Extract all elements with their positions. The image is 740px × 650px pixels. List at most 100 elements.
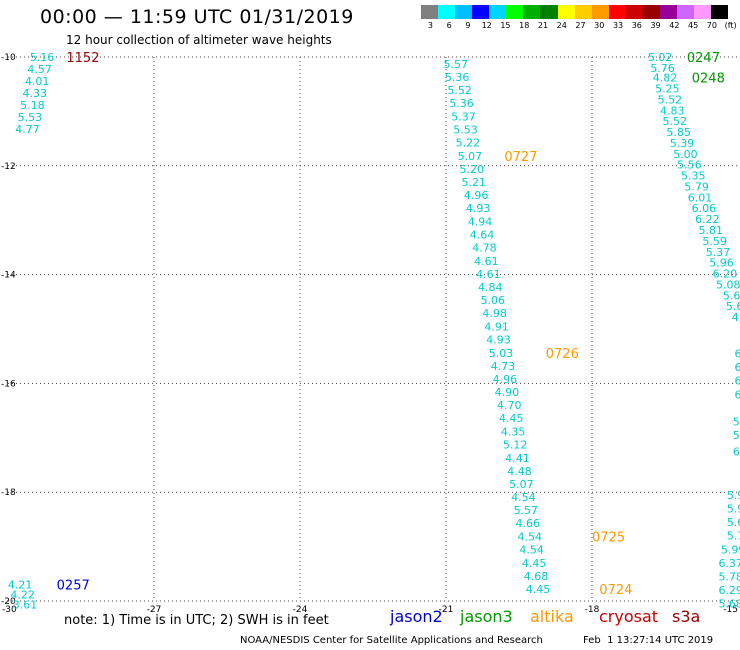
wave-height-value: 4.54 (511, 491, 536, 504)
wave-height-value: 5.56 (677, 159, 702, 172)
wave-height-value: 5.35 (681, 170, 706, 183)
wave-height-value: 5.36 (445, 71, 470, 84)
color-scale-bar (421, 5, 729, 19)
wave-height-value: 4.96 (493, 373, 518, 386)
wave-height-value: 4.61 (476, 268, 501, 281)
wave-height-value: 5.9 (727, 489, 740, 502)
wave-height-value: 5.6 (727, 516, 740, 529)
y-tick-label: -20 (1, 597, 16, 607)
wave-height-value: 4.73 (491, 360, 516, 373)
y-tick-label: -14 (1, 271, 16, 281)
color-scale-labels: 3 6 9 12 15 18 21 24 27 30 33 36 39 42 45 70 (ft) (421, 21, 740, 33)
wave-height-value: 5.59 (702, 235, 727, 248)
wave-height-value: 5. (733, 429, 740, 442)
wave-height-value: 4.93 (466, 202, 491, 215)
color-swatch-0 (421, 5, 439, 19)
pass-time-label: 1152 (66, 51, 99, 66)
generated-timestamp: Feb 1 13:27:14 UTC 2019 (583, 635, 714, 646)
wave-height-value: 4.22 (10, 588, 35, 601)
pass-time-label: 0726 (546, 347, 579, 362)
color-swatch-2 (455, 5, 473, 19)
wave-height-value: 5.06 (480, 294, 505, 307)
color-scale-label: 24 (556, 21, 567, 30)
color-scale-label: 30 (594, 21, 605, 30)
wave-height-value: 5.6 (726, 300, 740, 313)
wave-height-value: 5.39 (670, 137, 695, 150)
wave-height-value: 5.03 (489, 347, 514, 360)
color-scale-label: 33 (612, 21, 624, 30)
color-swatch-10 (591, 5, 609, 19)
legend-item-cryosat: cryosat (599, 607, 659, 626)
wave-height-value: 5.00 (673, 148, 698, 161)
legend-item-jason2: jason2 (390, 607, 443, 626)
color-swatch-5 (506, 5, 524, 19)
wave-height-value: 6 (735, 388, 740, 401)
x-tick-label: -27 (147, 605, 162, 615)
wave-height-value: 6 (735, 375, 740, 388)
pass-time-label: 0725 (592, 530, 625, 545)
wave-height-value: 5.52 (658, 93, 683, 106)
wave-height-value: 6.29 (718, 584, 740, 597)
color-swatch-7 (540, 5, 558, 19)
pass-time-label: 0248 (692, 72, 725, 87)
wave-height-value: 5.16 (30, 51, 55, 64)
wave-height-value: 5.53 (453, 123, 478, 136)
wave-height-value: 5.99 (721, 543, 740, 556)
wave-height-value: 5.36 (449, 97, 474, 110)
wave-height-value: 5.37 (451, 110, 476, 123)
color-scale-label: 15 (500, 21, 511, 30)
wave-height-value: 4.54 (519, 543, 544, 556)
wave-height-value: 4.57 (27, 63, 52, 76)
wave-height-value: 5.81 (698, 224, 723, 237)
wave-height-value: 5.68 (718, 598, 740, 611)
color-swatch-6 (523, 5, 541, 19)
wave-height-value: 5.52 (447, 84, 472, 97)
wave-height-value: 5.02 (648, 51, 673, 64)
color-swatch-3 (472, 5, 490, 19)
wave-height-value: 4.41 (505, 452, 530, 465)
wave-height-value: 4.77 (15, 123, 40, 136)
wave-height-value: 4.21 (8, 579, 33, 592)
wave-height-value: 6.20 (713, 268, 738, 281)
color-swatch-1 (438, 5, 456, 19)
credit-line: NOAA/NESDIS Center for Satellite Applica… (240, 635, 543, 646)
wave-height-value: 4.61 (474, 255, 499, 268)
color-scale-label: 70 (706, 21, 717, 30)
color-swatch-16 (694, 5, 712, 19)
legend-item-jason3: jason3 (460, 607, 513, 626)
wave-height-value: 4.45 (522, 557, 547, 570)
wave-height-value: 6.37 (718, 557, 740, 570)
wave-height-value: 6.01 (688, 191, 713, 204)
wave-height-value: 4.94 (468, 215, 493, 228)
wave-height-value: 6 (735, 361, 740, 374)
wave-height-value: 4.98 (482, 307, 507, 320)
wave-height-value: 5.12 (503, 438, 528, 451)
wave-height-value: 5.6 (723, 289, 740, 302)
color-swatch-15 (676, 5, 694, 19)
wave-height-value: 5.76 (650, 62, 675, 75)
wave-height-value: 4.93 (486, 333, 511, 346)
y-tick-label: -18 (1, 488, 16, 498)
pass-time-label: 0727 (504, 150, 537, 165)
wave-height-value: 4.83 (660, 104, 685, 117)
color-swatch-4 (489, 5, 507, 19)
color-swatch-17 (711, 5, 729, 19)
color-scale-label: 18 (519, 21, 530, 30)
color-scale-label: 36 (631, 21, 642, 30)
color-scale-label: 39 (650, 21, 661, 30)
wave-height-value: 5.9 (727, 503, 740, 516)
wave-height-value: 5.52 (662, 115, 687, 128)
color-scale-label: 6 (446, 21, 452, 30)
wave-height-value: 5.79 (684, 180, 709, 193)
color-scale-label: (ft) (724, 21, 737, 30)
wave-height-value: 5.25 (655, 83, 680, 96)
legend-item-altika: altika (530, 607, 574, 626)
wave-height-value: 4.96 (464, 189, 489, 202)
pass-time-label: 0724 (599, 583, 632, 598)
color-scale-label: 9 (465, 21, 471, 30)
wave-height-value: 4.66 (516, 517, 541, 530)
x-tick-label: -24 (293, 605, 308, 615)
color-swatch-14 (659, 5, 677, 19)
color-scale-label: 21 (537, 21, 549, 30)
